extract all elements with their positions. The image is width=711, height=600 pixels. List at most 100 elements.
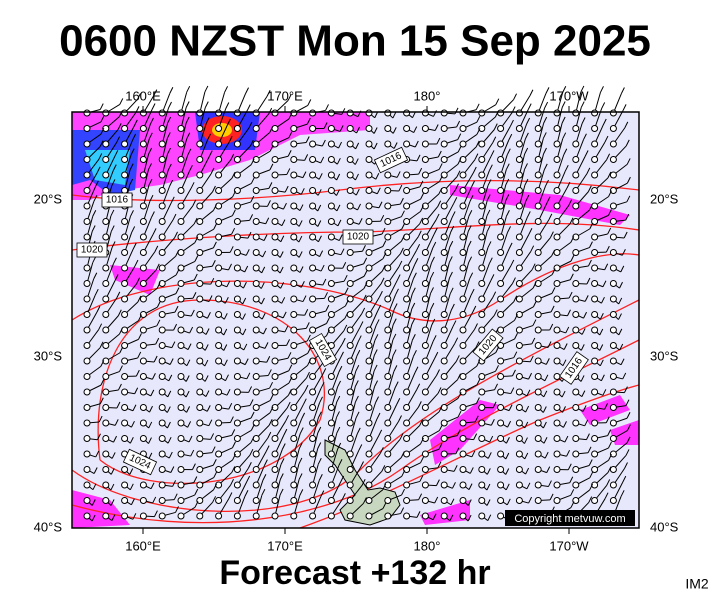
- barb-station: [421, 202, 429, 210]
- barb-station: [252, 249, 260, 256]
- barb-flag: [171, 341, 176, 348]
- barb-station: [83, 388, 91, 396]
- barb-flag: [223, 359, 228, 366]
- barb-flag: [580, 375, 585, 382]
- barb-staff: [518, 153, 526, 176]
- barb-flag: [269, 126, 274, 133]
- barb-station: [346, 497, 354, 504]
- barb-station: [478, 109, 486, 117]
- barb-station: [102, 218, 110, 225]
- barb-flag: [565, 326, 570, 334]
- barb-flag: [249, 448, 254, 456]
- barb-flag: [585, 433, 590, 440]
- barb-flag: [605, 245, 610, 253]
- barb-station: [515, 109, 523, 117]
- barb-flag: [265, 445, 270, 452]
- barb-station: [121, 497, 129, 504]
- bottom-axis-label: 180°: [414, 538, 441, 553]
- barb-station: [384, 109, 392, 117]
- barb-station: [497, 311, 505, 318]
- barb-station: [121, 388, 129, 396]
- barb-station: [83, 357, 91, 365]
- barb-flag: [513, 351, 518, 358]
- barb-station: [327, 388, 335, 396]
- barb-flag: [434, 351, 439, 359]
- barb-flag: [341, 337, 346, 345]
- barb-flag: [396, 398, 401, 405]
- barb-flag: [374, 380, 378, 387]
- barb-station: [346, 388, 354, 396]
- barb-flag: [287, 94, 292, 101]
- barb-station: [365, 342, 373, 349]
- barb-flag: [150, 389, 155, 397]
- barb-flag: [95, 450, 100, 458]
- title: 0600 NZST Mon 15 Sep 2025: [59, 17, 651, 66]
- barb-station: [252, 233, 260, 241]
- barb-flag: [507, 420, 512, 428]
- barb-station: [553, 419, 561, 427]
- barb-flag: [138, 333, 142, 340]
- barb-flag: [318, 173, 323, 180]
- barb-flag: [267, 431, 272, 439]
- barb-staff: [312, 464, 319, 486]
- barb-flag: [474, 323, 478, 330]
- barb-staff: [330, 371, 340, 393]
- barb-station: [233, 497, 241, 504]
- barb-station: [196, 280, 204, 287]
- barb-station: [609, 311, 617, 318]
- barb-station: [609, 435, 617, 442]
- barb-flag: [129, 483, 134, 491]
- barb-flag: [286, 168, 291, 175]
- barb-station: [252, 218, 260, 225]
- barb-flag: [226, 280, 231, 288]
- barb-flag: [564, 435, 569, 443]
- barb-flag: [357, 203, 361, 211]
- barb-station: [534, 202, 542, 210]
- barb-station: [553, 373, 561, 380]
- barb-flag: [430, 287, 434, 294]
- barb-flag: [505, 163, 510, 170]
- barb-station: [384, 280, 392, 287]
- barb-station: [83, 295, 91, 303]
- barb-flag: [167, 147, 171, 155]
- barb-flag: [472, 305, 477, 313]
- barb-flag: [111, 452, 116, 459]
- barb-station: [403, 419, 411, 427]
- barb-flag: [338, 141, 342, 149]
- barb-station: [553, 311, 561, 318]
- barb-station: [83, 125, 91, 132]
- barb-flag: [562, 132, 567, 139]
- barb-flag: [213, 222, 218, 230]
- barb-station: [572, 233, 580, 241]
- barb-flag: [418, 167, 423, 175]
- barb-station: [327, 404, 335, 411]
- barb-station: [271, 280, 279, 287]
- barb-staff: [481, 185, 489, 207]
- barb-flag: [247, 462, 252, 469]
- barb-station: [346, 342, 354, 349]
- barb-flag: [129, 468, 134, 475]
- barb-flag: [393, 365, 398, 372]
- barb-flag: [131, 420, 135, 428]
- barb-flag: [624, 121, 629, 129]
- barb-station: [591, 202, 599, 210]
- barb-station: [534, 218, 542, 225]
- barb-station: [102, 481, 110, 489]
- barb-station: [497, 481, 505, 489]
- barb-staff: [161, 93, 171, 114]
- barb-flag: [528, 372, 533, 380]
- barb-station: [609, 280, 617, 287]
- barb-flag: [512, 277, 516, 284]
- barb-flag: [550, 305, 555, 313]
- barb-station: [365, 419, 373, 427]
- barb-flag: [136, 277, 141, 284]
- barb-flag: [226, 118, 231, 126]
- barb-flag: [204, 101, 209, 108]
- barb-flag: [475, 103, 480, 111]
- barb-flag: [250, 158, 255, 165]
- barb-station: [346, 481, 354, 489]
- barb-station: [459, 140, 467, 148]
- barb-flag: [417, 230, 422, 238]
- barb-station: [233, 419, 241, 427]
- barb-station: [459, 218, 467, 225]
